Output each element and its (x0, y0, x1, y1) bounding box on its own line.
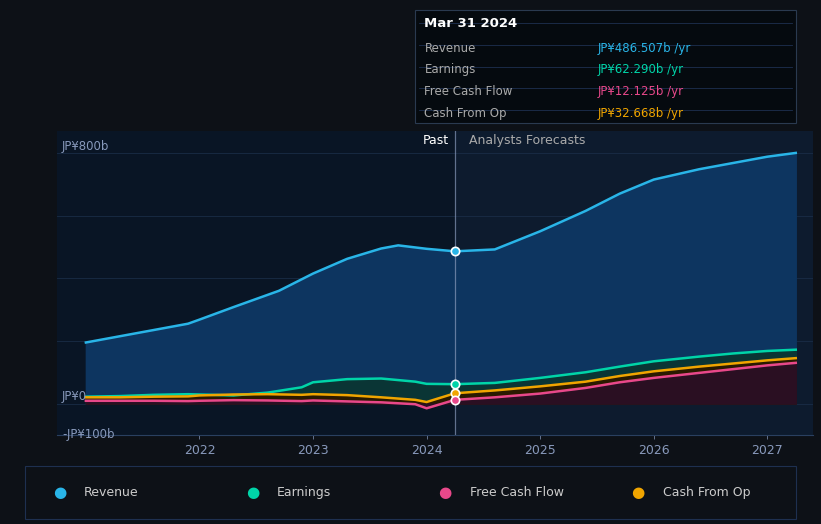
Text: Earnings: Earnings (277, 486, 331, 499)
Text: JP¥0: JP¥0 (62, 390, 87, 403)
Text: -JP¥100b: -JP¥100b (62, 429, 114, 441)
Text: Free Cash Flow: Free Cash Flow (470, 486, 564, 499)
Text: Past: Past (423, 134, 449, 147)
Text: ●: ● (631, 485, 644, 500)
Text: JP¥32.668b /yr: JP¥32.668b /yr (598, 107, 684, 119)
Text: ●: ● (53, 485, 66, 500)
Text: JP¥800b: JP¥800b (62, 140, 109, 153)
Text: Revenue: Revenue (84, 486, 139, 499)
Text: ●: ● (245, 485, 259, 500)
Text: ●: ● (438, 485, 452, 500)
Text: JP¥12.125b /yr: JP¥12.125b /yr (598, 85, 684, 98)
Text: Mar 31 2024: Mar 31 2024 (424, 17, 518, 30)
Text: JP¥62.290b /yr: JP¥62.290b /yr (598, 63, 684, 77)
Text: Cash From Op: Cash From Op (663, 486, 750, 499)
Text: Cash From Op: Cash From Op (424, 107, 507, 119)
Text: Revenue: Revenue (424, 42, 476, 54)
Text: Analysts Forecasts: Analysts Forecasts (469, 134, 585, 147)
Text: Free Cash Flow: Free Cash Flow (424, 85, 513, 98)
Text: Earnings: Earnings (424, 63, 476, 77)
Bar (57, 131, 455, 435)
Text: JP¥486.507b /yr: JP¥486.507b /yr (598, 42, 691, 54)
